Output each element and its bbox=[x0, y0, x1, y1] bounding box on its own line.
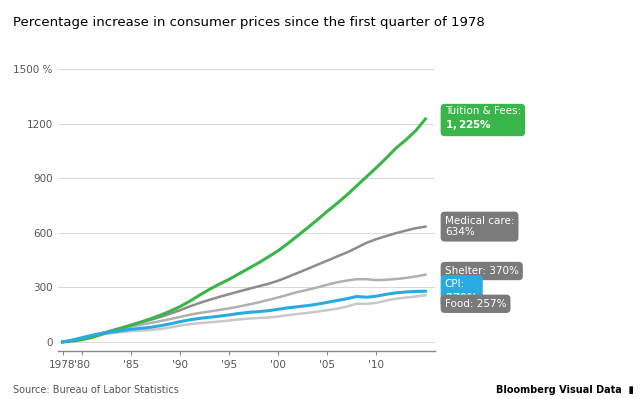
Text: CPI:
$\bf{279\%}$: CPI: $\bf{279\%}$ bbox=[445, 279, 479, 303]
Text: Percentage increase in consumer prices since the first quarter of 1978: Percentage increase in consumer prices s… bbox=[13, 16, 484, 29]
Text: Source: Bureau of Labor Statistics: Source: Bureau of Labor Statistics bbox=[13, 385, 179, 395]
Text: Shelter: 370%: Shelter: 370% bbox=[445, 266, 518, 276]
Text: Bloomberg Visual Data  ▮: Bloomberg Visual Data ▮ bbox=[496, 385, 634, 395]
Text: Medical care:
634%: Medical care: 634% bbox=[445, 216, 515, 237]
Text: Food: 257%: Food: 257% bbox=[445, 299, 506, 309]
Text: Tuition & Fees:
$\bf{1,225\%}$: Tuition & Fees: $\bf{1,225\%}$ bbox=[445, 106, 521, 132]
